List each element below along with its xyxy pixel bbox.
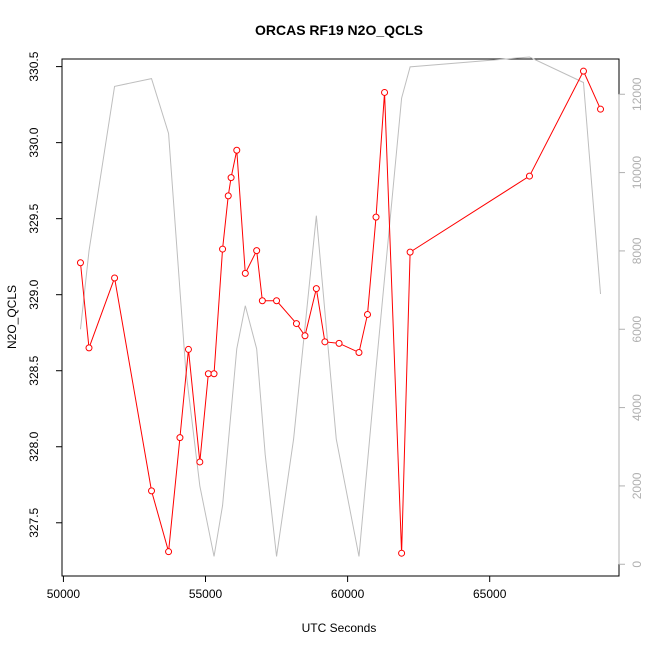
n2o-point bbox=[148, 487, 156, 495]
n2o-point bbox=[292, 320, 300, 328]
y-tick-label: 329.0 bbox=[27, 279, 41, 309]
y2-tick-label: 4000 bbox=[630, 394, 644, 421]
n2o-point bbox=[184, 345, 192, 353]
x-tick-label: 60000 bbox=[331, 587, 365, 601]
n2o-point bbox=[196, 458, 204, 466]
n2o-point bbox=[525, 172, 533, 180]
n2o-point bbox=[165, 548, 173, 556]
x-tick-label: 50000 bbox=[47, 587, 81, 601]
n2o-point bbox=[273, 297, 281, 305]
y-tick-label: 327.5 bbox=[27, 507, 41, 537]
n2o-point bbox=[224, 192, 232, 200]
x-axis: 50000 55000 60000 65000 bbox=[47, 575, 507, 601]
x-tick-label: 55000 bbox=[189, 587, 223, 601]
y-tick-label: 328.5 bbox=[27, 355, 41, 385]
n2o-point bbox=[355, 348, 363, 356]
y-axis-label: N2O_QCLS bbox=[5, 285, 19, 349]
n2o-point bbox=[312, 285, 320, 293]
n2o-point bbox=[85, 344, 93, 352]
y2-tick-label: 6000 bbox=[630, 316, 644, 343]
y-tick-label: 330.5 bbox=[27, 51, 41, 81]
n2o-point bbox=[321, 338, 329, 346]
n2o-line bbox=[79, 70, 601, 554]
n2o-point bbox=[227, 174, 235, 182]
y-tick-label: 330.0 bbox=[27, 127, 41, 157]
n2o-point bbox=[579, 67, 587, 75]
y2-tick-label: 12000 bbox=[630, 77, 644, 111]
n2o-point bbox=[111, 274, 119, 282]
n2o-point bbox=[372, 213, 380, 221]
altitude-series bbox=[79, 56, 602, 557]
y-axis-right: 0 2000 4000 6000 8000 10000 12000 bbox=[618, 77, 644, 568]
y2-tick-label: 10000 bbox=[630, 156, 644, 190]
n2o-point bbox=[398, 549, 406, 557]
n2o-point bbox=[210, 370, 218, 378]
n2o-point bbox=[233, 146, 241, 154]
n2o-point bbox=[335, 339, 343, 347]
altitude-line bbox=[79, 56, 602, 557]
n2o-point bbox=[406, 248, 414, 256]
n2o-point bbox=[301, 332, 309, 340]
y2-tick-label: 8000 bbox=[630, 237, 644, 264]
x-tick-label: 65000 bbox=[473, 587, 507, 601]
y-tick-label: 328.0 bbox=[27, 431, 41, 461]
n2o-point bbox=[241, 269, 249, 277]
n2o-point bbox=[597, 105, 605, 113]
n2o-point bbox=[258, 297, 266, 305]
chart-title: ORCAS RF19 N2O_QCLS bbox=[255, 22, 423, 38]
x-axis-label: UTC Seconds bbox=[302, 621, 377, 635]
n2o-point bbox=[204, 370, 212, 378]
n2o-point bbox=[76, 259, 84, 267]
n2o-point bbox=[219, 245, 227, 253]
y2-tick-label: 0 bbox=[630, 561, 644, 568]
plot-frame bbox=[61, 58, 620, 577]
n2o-point bbox=[363, 310, 371, 318]
n2o-point bbox=[176, 434, 184, 442]
y-tick-label: 329.5 bbox=[27, 203, 41, 233]
y2-tick-label: 2000 bbox=[630, 472, 644, 499]
n2o-series bbox=[76, 67, 605, 557]
n2o-point bbox=[253, 247, 261, 255]
y-axis-left: 327.5 328.0 328.5 329.0 329.5 330.0 330.5 bbox=[27, 51, 63, 538]
n2o-point bbox=[381, 88, 389, 96]
